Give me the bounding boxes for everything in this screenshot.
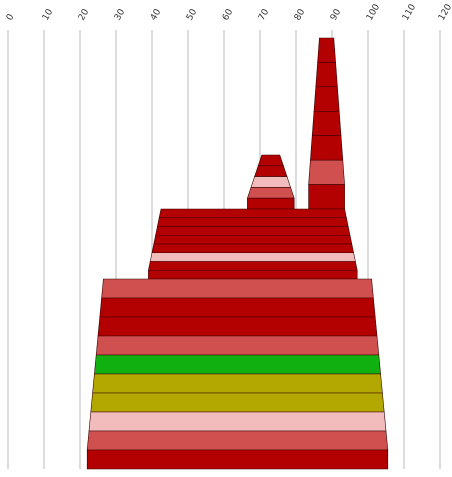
band-s2-0 [158,208,347,219]
band-s3-5 [92,373,383,394]
band-s2-6 [148,261,358,271]
x-tick-label: 120 [437,2,452,22]
band-s0-5 [308,159,345,185]
band-s3-6 [90,392,385,413]
band-s2-3 [153,234,353,245]
x-tick-label: 0 [5,12,17,22]
band-s3-0 [101,278,374,299]
x-tick-label: 90 [329,7,344,22]
band-s2-7 [148,269,358,280]
band-s1-3 [246,187,295,199]
x-tick-label: 30 [113,7,128,22]
chart-bands [86,37,389,470]
band-s3-9 [86,449,389,470]
band-s0-6 [308,184,345,210]
x-tick-label: 10 [41,7,56,22]
x-tick-label: 80 [293,7,308,22]
x-tick-label: 110 [401,2,418,22]
x-tick-label: 70 [257,7,272,22]
band-s0-1 [315,62,338,88]
band-s3-7 [88,411,387,432]
band-s1-0 [257,154,284,167]
x-tick-label: 40 [149,7,164,22]
band-s3-4 [94,354,381,375]
x-tick-label: 100 [365,2,382,22]
x-tick-label: 60 [221,7,236,22]
band-s2-5 [149,252,356,262]
band-s1-1 [254,165,288,177]
band-s0-4 [310,135,344,161]
band-s0-2 [313,86,340,112]
band-s1-4 [247,197,295,210]
band-s3-1 [99,297,376,318]
band-s0-3 [311,110,342,137]
band-s3-2 [97,316,378,337]
band-s2-1 [157,217,349,227]
band-s3-3 [95,335,380,356]
x-tick-labels: 0 10 20 30 40 50 60 70 80 90 100 110 120 [5,2,452,22]
band-s2-2 [155,226,351,236]
x-tick-label: 50 [185,7,200,22]
band-s2-4 [151,243,354,254]
band-s1-2 [250,176,292,188]
band-s3-8 [86,430,389,451]
x-tick-label: 20 [77,7,92,22]
band-s0-0 [317,37,336,63]
